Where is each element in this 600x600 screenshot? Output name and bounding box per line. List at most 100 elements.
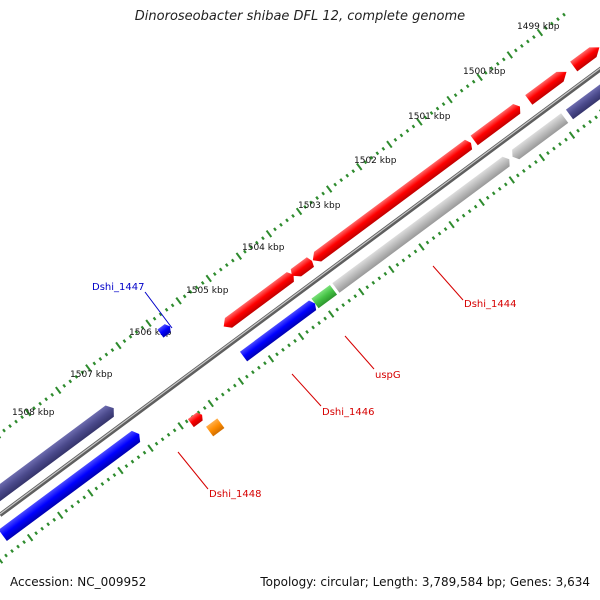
feature-dshi-1444-segment-b[interactable] xyxy=(470,102,524,146)
feature-dshi-1448-orange[interactable] xyxy=(206,418,225,437)
minor-tick xyxy=(321,191,325,196)
minor-tick xyxy=(522,169,526,173)
minor-tick xyxy=(485,195,490,200)
minor-tick xyxy=(164,307,169,312)
feature-dshi-1448-red[interactable] xyxy=(187,411,205,428)
feature-dshi-1444-segment-c[interactable] xyxy=(309,138,474,265)
major-tick xyxy=(117,466,124,475)
feature-small-red-forward[interactable] xyxy=(288,256,315,281)
minor-tick xyxy=(335,307,340,312)
minor-tick xyxy=(471,79,476,84)
minor-tick xyxy=(263,361,267,366)
minor-tick xyxy=(14,419,18,424)
feature-gray-right[interactable] xyxy=(509,113,569,161)
minor-tick xyxy=(395,262,400,267)
major-tick xyxy=(57,511,64,520)
major-tick xyxy=(145,319,152,328)
feature-dshi-1444-segment-a[interactable] xyxy=(525,67,570,105)
minor-tick xyxy=(528,164,532,169)
tick-label: 1502 kbp xyxy=(354,156,397,166)
minor-tick xyxy=(224,263,229,268)
minor-tick xyxy=(437,231,442,236)
feature-far-right-red[interactable] xyxy=(570,43,600,72)
minor-tick xyxy=(94,486,99,491)
callout-uspG: uspG xyxy=(344,335,401,381)
major-tick xyxy=(207,399,214,408)
minor-tick xyxy=(399,133,404,138)
minor-tick xyxy=(106,477,111,482)
minor-tick xyxy=(281,347,285,352)
major-tick xyxy=(476,73,483,82)
minor-tick xyxy=(194,285,199,290)
tick-label: 1506 kbp xyxy=(129,328,172,338)
minor-tick xyxy=(407,253,412,258)
minor-tick xyxy=(34,531,38,536)
minor-tick xyxy=(526,39,530,44)
minor-tick xyxy=(32,406,36,411)
major-tick xyxy=(265,229,273,238)
minor-tick xyxy=(381,146,386,151)
minor-tick xyxy=(594,115,598,120)
feature-far-right-dark[interactable] xyxy=(565,71,600,120)
label-dshi-1446[interactable]: Dshi_1446 xyxy=(322,407,374,418)
tick-label: 1507 kbp xyxy=(70,370,113,380)
feature-gray-long[interactable] xyxy=(332,154,513,293)
label-dshi-1447[interactable]: Dshi_1447 xyxy=(92,282,144,293)
minor-tick xyxy=(303,205,307,209)
feature-uspG[interactable] xyxy=(311,284,338,309)
major-tick xyxy=(506,51,513,59)
major-tick xyxy=(26,533,34,542)
tick-label: 1508 kbp xyxy=(12,408,55,418)
tick-label: 1505 kbp xyxy=(186,286,229,296)
minor-tick xyxy=(98,357,103,361)
minor-tick xyxy=(287,343,291,348)
minor-tick xyxy=(305,330,309,334)
accession-text: Accession: NC_009952 xyxy=(10,575,147,589)
minor-tick xyxy=(124,464,129,469)
feature-dshi-1446-forward[interactable] xyxy=(220,270,297,332)
minor-tick xyxy=(431,236,436,240)
minor-tick xyxy=(315,196,319,200)
minor-tick xyxy=(345,173,350,178)
feature-dark-left-forward[interactable] xyxy=(0,403,118,513)
minor-tick xyxy=(467,209,472,214)
minor-tick xyxy=(503,182,508,187)
minor-tick xyxy=(425,240,430,245)
major-tick xyxy=(356,162,363,171)
label-dshi-1444[interactable]: Dshi_1444 xyxy=(464,299,516,310)
major-tick xyxy=(448,220,455,229)
minor-tick xyxy=(166,432,171,437)
minor-tick xyxy=(582,124,586,129)
major-tick xyxy=(386,140,393,149)
minor-tick xyxy=(461,213,466,218)
minor-tick xyxy=(353,294,358,299)
minor-tick xyxy=(200,281,205,285)
minor-tick xyxy=(230,258,235,263)
label-dshi-1448[interactable]: Dshi_1448 xyxy=(209,489,261,500)
callout-dshi-1447: Dshi_1447 xyxy=(92,282,173,329)
minor-tick xyxy=(182,294,187,299)
feature-dshi-1446-reverse[interactable] xyxy=(239,299,319,362)
minor-tick xyxy=(365,285,370,290)
minor-tick xyxy=(401,258,406,263)
tick-label: 1500 kbp xyxy=(463,67,506,77)
minor-tick xyxy=(261,236,265,241)
minor-tick xyxy=(441,102,446,107)
minor-tick xyxy=(214,397,219,401)
outer-scale-ring xyxy=(0,12,566,439)
major-tick xyxy=(55,386,62,395)
minor-tick xyxy=(371,280,376,285)
minor-tick xyxy=(212,272,217,276)
feature-blue-left-reverse[interactable] xyxy=(0,428,143,542)
minor-tick xyxy=(251,370,255,375)
minor-tick xyxy=(170,303,175,308)
minor-tick xyxy=(16,544,20,549)
minor-tick xyxy=(134,330,139,335)
minor-tick xyxy=(443,227,448,232)
feature-dshi-1447[interactable] xyxy=(157,322,173,338)
minor-tick xyxy=(293,338,297,343)
minor-tick xyxy=(405,128,410,133)
label-uspG[interactable]: uspG xyxy=(375,370,401,381)
tick-label: 1501 kbp xyxy=(408,112,451,122)
